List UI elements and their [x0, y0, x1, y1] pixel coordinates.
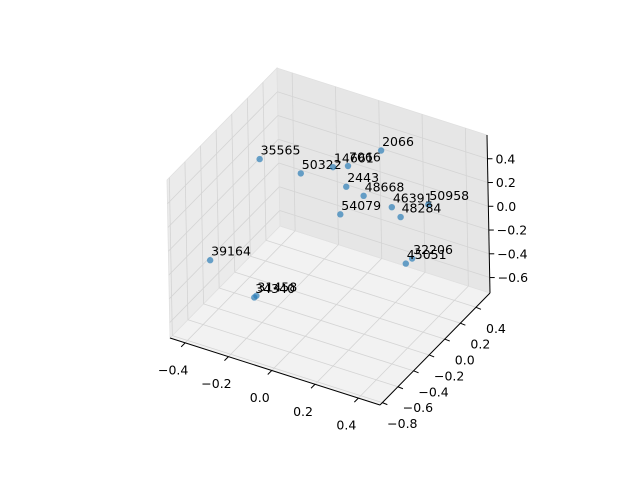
grid-line	[168, 162, 280, 276]
x-tick-label: 0.0	[250, 390, 270, 405]
z-tick-label: −0.4	[497, 246, 527, 261]
y-tick	[413, 370, 419, 374]
point-label: 45051	[407, 247, 447, 262]
grid-line	[167, 115, 279, 228]
grid-line	[234, 271, 445, 340]
y-axis	[379, 292, 491, 406]
z-tick-label: 0.2	[496, 175, 516, 190]
y-tick-label: −0.6	[403, 400, 433, 415]
grid-line	[278, 138, 489, 207]
grid-line	[168, 186, 280, 300]
grid-line	[203, 303, 414, 372]
grid-line	[169, 210, 280, 323]
x-tick	[267, 370, 273, 375]
point	[343, 183, 350, 190]
z-axis	[486, 134, 491, 294]
grid-line	[215, 129, 220, 288]
x-tick-label: −0.2	[201, 376, 231, 391]
point-label: 39164	[211, 244, 251, 259]
point	[377, 147, 385, 154]
point	[256, 155, 263, 163]
x-tick	[180, 342, 186, 348]
point	[397, 213, 404, 221]
x-tick-label: −0.4	[158, 362, 188, 377]
point	[337, 211, 344, 218]
point-label: 48668	[365, 179, 405, 194]
grid-line	[335, 86, 339, 245]
point-label: 7066	[349, 150, 381, 165]
grid-line	[228, 244, 339, 357]
grid-line	[421, 114, 426, 273]
x-tick	[310, 383, 316, 389]
y-tick-label: 0.4	[486, 321, 506, 336]
point	[297, 170, 305, 177]
y-tick	[428, 354, 435, 358]
y-tick	[460, 322, 466, 326]
y-tick	[382, 402, 388, 406]
z-tick-label: −0.2	[497, 223, 527, 238]
grid-line	[184, 161, 189, 320]
grid-line	[277, 91, 488, 160]
x-tick-label: 0.2	[293, 404, 313, 419]
y-tick	[475, 306, 482, 310]
y-tick-label: 0.0	[455, 353, 475, 368]
grid-line	[168, 177, 173, 336]
point-label: 54079	[341, 198, 381, 213]
grid-line	[291, 72, 296, 231]
grid-line	[464, 128, 469, 287]
point-label: 2066	[382, 134, 414, 149]
point	[206, 257, 214, 264]
grid-line	[265, 239, 477, 308]
point	[251, 294, 258, 301]
point-label: 32206	[413, 242, 453, 257]
grid-line	[278, 162, 489, 231]
point-label: 35565	[261, 143, 301, 158]
y-tick-label: −0.2	[434, 368, 464, 383]
grid-line	[200, 145, 204, 304]
grid-line	[172, 335, 383, 403]
point	[344, 162, 352, 170]
grid-line	[314, 271, 426, 385]
y-tick-label: 0.2	[470, 337, 490, 352]
point-label: 46391	[393, 191, 433, 206]
point	[408, 255, 416, 262]
x-tick-label: 0.4	[336, 418, 356, 433]
point	[329, 163, 337, 171]
x-axis	[169, 337, 381, 406]
z-tick-label: 0.4	[495, 151, 515, 166]
grid-line	[279, 210, 490, 278]
x-tick	[224, 356, 229, 362]
point-label: 14661	[334, 151, 374, 166]
point	[388, 203, 396, 211]
grid-line	[358, 285, 469, 399]
grid-line	[279, 186, 490, 255]
point-label: 2443	[347, 170, 379, 185]
point	[360, 192, 367, 200]
point-label: 50958	[429, 188, 469, 203]
grid-line	[250, 255, 461, 324]
y-tick-label: −0.8	[387, 416, 417, 431]
grid-line	[187, 319, 399, 388]
point-label: 48284	[402, 201, 442, 216]
grid-line	[167, 91, 278, 205]
grid-line	[246, 98, 251, 257]
grid-line	[378, 100, 383, 259]
point-label: 31458	[257, 279, 297, 294]
y-tick	[397, 386, 404, 390]
z-tick-label: −0.6	[498, 270, 528, 285]
grid-line	[271, 258, 383, 371]
z-tick-label: 0.0	[496, 199, 516, 214]
grid-line	[231, 114, 236, 273]
grid-line	[262, 82, 267, 241]
y-tick-label: −0.4	[418, 384, 448, 399]
y-tick	[444, 338, 450, 342]
x-tick	[353, 397, 359, 403]
point-label: 34340	[255, 281, 295, 296]
point	[402, 260, 410, 267]
point	[425, 201, 432, 208]
grid-line	[184, 230, 296, 344]
